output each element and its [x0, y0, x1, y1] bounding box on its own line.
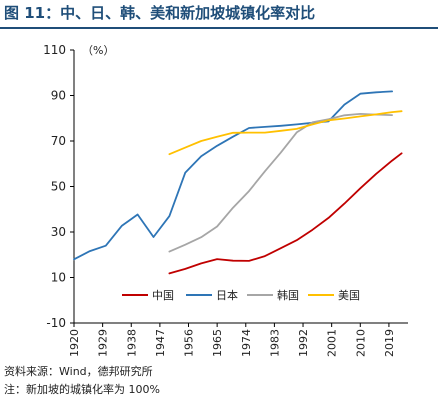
- y-tick-label: 110: [43, 43, 66, 57]
- series-line-2e75b6: [73, 90, 394, 261]
- x-tick-label: 2001: [326, 329, 339, 357]
- x-tick-label: 1983: [268, 329, 281, 357]
- x-tick-label: 1992: [297, 329, 310, 357]
- figure-title: 图 11：中、日、韩、美和新加坡城镇化率对比: [4, 4, 316, 22]
- series-line-a6a6a6: [168, 113, 394, 253]
- y-tick-label: 90: [51, 89, 66, 103]
- legend-label: 中国: [152, 289, 174, 302]
- x-tick-label: 2010: [354, 329, 367, 357]
- legend-label: 美国: [338, 289, 360, 302]
- x-tick-label: 1938: [125, 329, 138, 357]
- x-tick-label: 1920: [68, 329, 81, 357]
- legend-label: 韩国: [277, 288, 299, 302]
- x-tick-label: 1947: [154, 329, 167, 357]
- y-tick-label: 10: [51, 271, 66, 285]
- series-line-ffc000: [168, 110, 403, 156]
- x-tick-label: 1974: [240, 329, 253, 357]
- y-tick-label: 50: [51, 180, 66, 194]
- urbanization-line-chart: -10 10 30 50 70 90 110 （%） 1920 1929 1938 1947 1956 1…: [43, 43, 408, 357]
- title-rule: [0, 27, 438, 29]
- x-tick-label: 1956: [183, 329, 196, 357]
- x-tick-label: 1929: [97, 329, 110, 357]
- y-unit-label: （%）: [82, 44, 114, 57]
- y-tick-label: 30: [51, 225, 66, 239]
- x-tick-label: 2019: [383, 329, 396, 357]
- x-tick-label: 1965: [211, 329, 224, 357]
- legend-label: 日本: [216, 288, 238, 302]
- y-tick-label: 70: [51, 134, 66, 148]
- footnote: 注：新加坡的城镇化率为 100%: [4, 383, 160, 396]
- series-line-c00000: [168, 152, 403, 275]
- source-note: 资料来源：Wind，德邦研究所: [4, 365, 153, 378]
- y-tick-label: -10: [46, 316, 66, 330]
